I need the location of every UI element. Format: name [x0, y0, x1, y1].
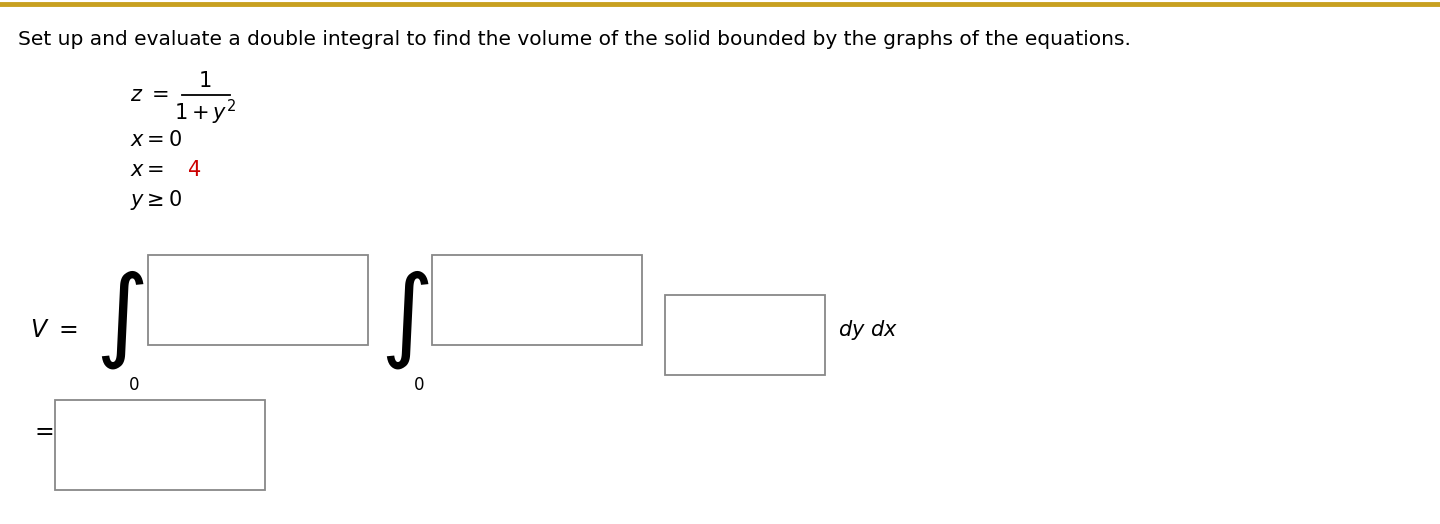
- Text: Set up and evaluate a double integral to find the volume of the solid bounded by: Set up and evaluate a double integral to…: [17, 30, 1130, 49]
- Text: $\int$: $\int$: [380, 268, 429, 372]
- Text: $x = 0$: $x = 0$: [130, 130, 183, 150]
- Text: $dy\ dx$: $dy\ dx$: [838, 318, 899, 342]
- Text: $V\ =$: $V\ =$: [30, 318, 78, 342]
- Bar: [55, 400, 265, 490]
- Bar: [432, 255, 642, 345]
- Text: $\int$: $\int$: [95, 268, 144, 372]
- Bar: [148, 255, 369, 345]
- Text: $4$: $4$: [187, 160, 202, 180]
- Text: $1 + y^2$: $1 + y^2$: [174, 97, 236, 127]
- Text: $y \geq 0$: $y \geq 0$: [130, 188, 183, 212]
- Text: $z\ =$: $z\ =$: [130, 85, 170, 105]
- Text: $0$: $0$: [128, 376, 140, 394]
- Text: $0$: $0$: [413, 376, 425, 394]
- Text: $x =$: $x =$: [130, 160, 164, 180]
- Text: 1: 1: [199, 71, 212, 91]
- Text: $=$: $=$: [30, 418, 53, 442]
- Bar: [665, 295, 825, 375]
